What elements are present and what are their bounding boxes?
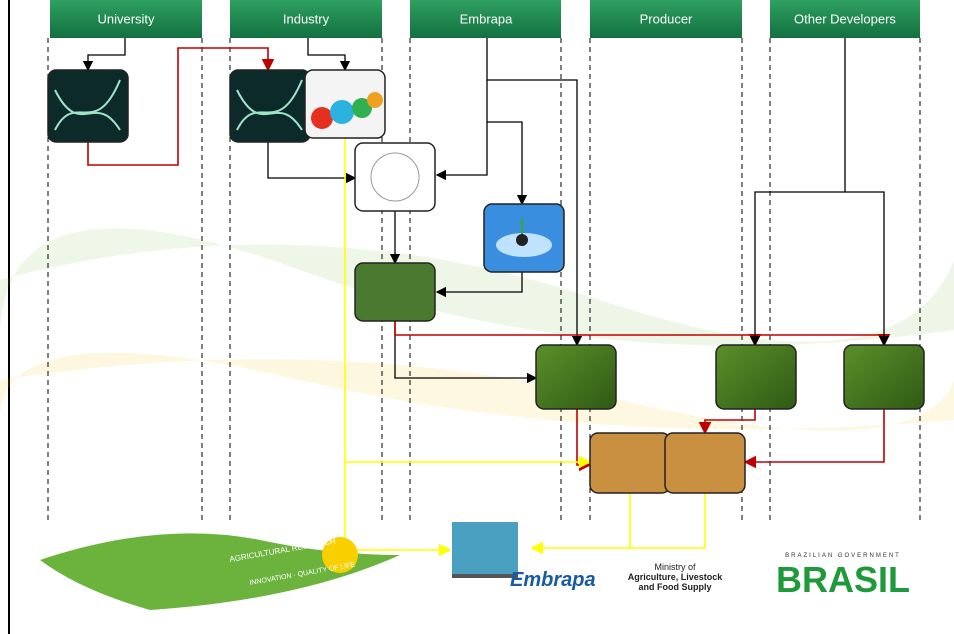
field-image [716,345,796,409]
background-sweep [0,228,954,430]
images [48,70,924,578]
plants-image [355,263,435,321]
field-image [536,345,616,409]
column-label: Embrapa [460,11,514,26]
dna-image [230,70,310,142]
petri-image [484,204,564,272]
column-label: University [97,11,155,26]
brasil-logo: BRASIL [776,559,910,600]
column-label: Industry [283,11,330,26]
ministry-line: Ministry of [654,562,696,572]
column-label: Producer [640,11,693,26]
field-image [844,345,924,409]
ministry-line: and Food Supply [639,582,712,592]
embrapa-logo: Embrapa [510,569,596,591]
grain-image [665,433,745,493]
people-image [452,522,518,578]
grain-image [590,433,670,493]
ministry-line: Agriculture, Livestock [628,572,724,582]
diagram: University Industry Embrapa Producer Oth… [0,0,954,634]
dna-image [48,70,128,142]
column-headers: University Industry Embrapa Producer Oth… [50,0,920,38]
cycle-image [355,143,435,211]
column-label: Other Developers [794,11,896,26]
flask-image [305,70,385,138]
